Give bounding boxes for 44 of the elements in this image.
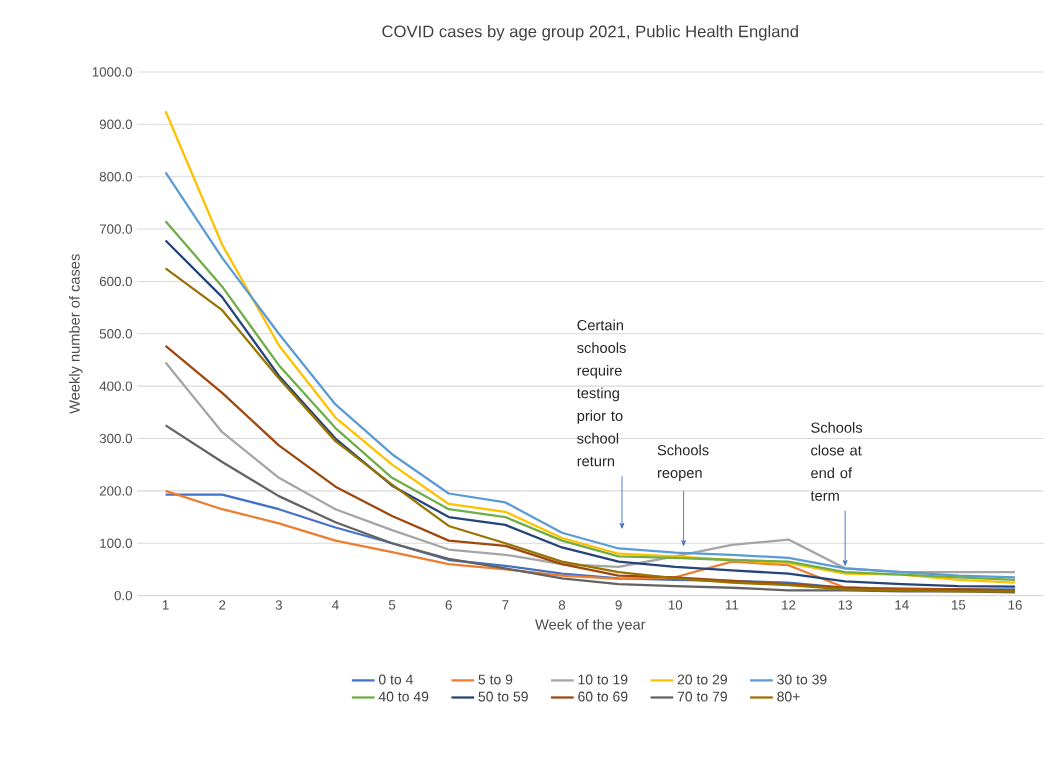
x-tick-label: 8 bbox=[558, 600, 566, 610]
legend-label: 50 to 59 bbox=[478, 691, 528, 702]
annotation: Schools reopen bbox=[657, 444, 709, 482]
x-tick-label: 6 bbox=[445, 600, 452, 610]
y-tick-label: 200.0 bbox=[99, 486, 133, 496]
x-tick-label: 11 bbox=[725, 600, 739, 610]
x-tick-label: 3 bbox=[275, 600, 282, 610]
legend-label: 70 to 79 bbox=[677, 691, 727, 702]
y-tick-label: 600.0 bbox=[99, 276, 133, 287]
x-tick-label: 2 bbox=[219, 600, 226, 610]
x-tick-label: 7 bbox=[502, 600, 509, 610]
annotation: Schools close at end of term bbox=[810, 422, 863, 502]
y-tick-label: 900.0 bbox=[99, 119, 133, 130]
x-tick-label: 12 bbox=[782, 600, 796, 610]
annotation: Certain schools require testing prior to school return bbox=[576, 319, 626, 467]
x-tick-label: 9 bbox=[615, 600, 622, 610]
x-tick-label: 13 bbox=[838, 600, 852, 610]
y-tick-label: 1000.0 bbox=[92, 67, 133, 77]
y-tick-label: 500.0 bbox=[99, 329, 133, 339]
legend-label: 5 to 9 bbox=[478, 674, 513, 685]
x-tick-label: 5 bbox=[388, 600, 396, 610]
line-series bbox=[164, 424, 1017, 594]
x-tick-label: 1 bbox=[162, 600, 169, 610]
legend-label: 40 to 49 bbox=[378, 691, 429, 702]
y-tick-label: 700.0 bbox=[99, 224, 133, 235]
y-tick-label: 300.0 bbox=[99, 434, 133, 444]
legend-label: 0 to 4 bbox=[378, 674, 413, 685]
legend-label: 30 to 39 bbox=[777, 674, 827, 685]
legend-label: 20 to 29 bbox=[677, 674, 727, 685]
x-tick-label: 14 bbox=[895, 600, 909, 610]
y-tick-label: 400.0 bbox=[99, 381, 133, 392]
x-axis-title: Week of the year bbox=[535, 619, 646, 633]
x-tick-label: 16 bbox=[1008, 600, 1022, 610]
y-tick-label: 800.0 bbox=[99, 172, 133, 182]
y-axis-title: Weekly number of cases bbox=[68, 254, 83, 415]
x-tick-label: 4 bbox=[332, 600, 339, 610]
x-tick-label: 15 bbox=[952, 600, 966, 610]
y-tick-label: 100.0 bbox=[100, 538, 133, 549]
legend-label: 80+ bbox=[777, 691, 800, 702]
y-tick-label: 0.0 bbox=[114, 591, 133, 601]
chart-title: COVID cases by age group 2021, Public Health England bbox=[382, 25, 798, 41]
legend-label: 10 to 19 bbox=[578, 674, 628, 685]
x-tick-label: 10 bbox=[668, 600, 683, 610]
legend-label: 60 to 69 bbox=[578, 691, 628, 702]
